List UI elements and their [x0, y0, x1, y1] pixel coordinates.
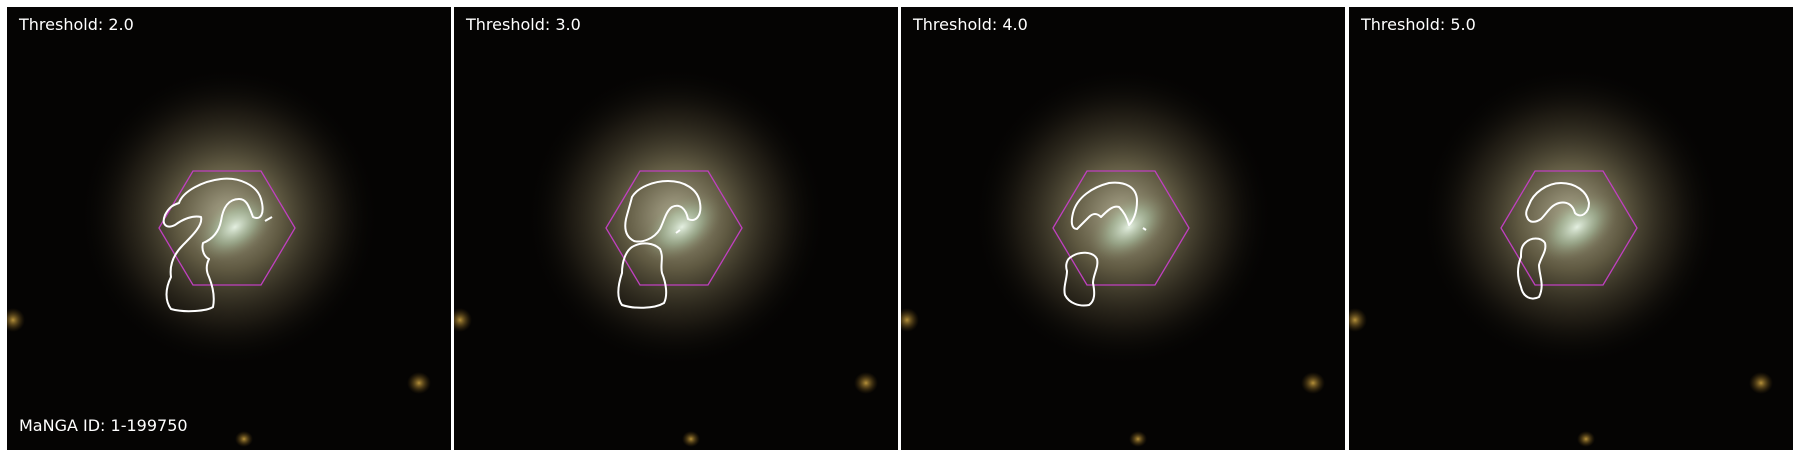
emission-contour: [1517, 237, 1547, 300]
background-star: [1349, 308, 1367, 332]
background-star: [454, 308, 472, 332]
galaxy-image: [1349, 7, 1793, 450]
background-star: [854, 372, 878, 394]
galaxy-image: [454, 7, 898, 450]
galaxy-core: [194, 192, 276, 262]
emission-contour-fragment: [264, 216, 273, 222]
emission-contour: [617, 242, 668, 309]
ifu-hexagon: [1500, 170, 1638, 286]
image-panel-threshold-4: Threshold: 4.0: [901, 7, 1345, 450]
galaxy-image: [7, 7, 451, 450]
ifu-hexagon: [1052, 170, 1190, 286]
background-star: [1749, 372, 1773, 394]
threshold-label: Threshold: 3.0: [466, 15, 581, 34]
emission-contour: [1063, 251, 1099, 307]
emission-contour: [1525, 182, 1590, 223]
background-star: [1129, 431, 1147, 447]
background-star: [407, 372, 431, 394]
emission-contour-fragment: [1142, 227, 1147, 231]
threshold-label: Threshold: 5.0: [1361, 15, 1476, 34]
ifu-hexagon: [158, 170, 296, 286]
ifu-hexagon: [605, 170, 743, 286]
background-star: [682, 431, 700, 447]
galaxy-core: [641, 192, 723, 262]
emission-contour-fragment: [675, 229, 681, 234]
galaxy-core: [1536, 192, 1618, 262]
emission-contour: [162, 177, 264, 313]
background-star: [235, 431, 253, 447]
manga-id-label: MaNGA ID: 1-199750: [19, 416, 188, 435]
image-panel-threshold-5: Threshold: 5.0: [1349, 7, 1793, 450]
galaxy-image: [901, 7, 1345, 450]
background-star: [1301, 372, 1325, 394]
emission-contour: [1070, 181, 1138, 230]
threshold-label: Threshold: 4.0: [913, 15, 1028, 34]
image-panel-threshold-3: Threshold: 3.0: [454, 7, 898, 450]
image-panel-threshold-2: Threshold: 2.0 MaNGA ID: 1-199750: [7, 7, 451, 450]
background-star: [901, 308, 919, 332]
emission-contour: [624, 180, 702, 243]
background-star: [1577, 431, 1595, 447]
threshold-label: Threshold: 2.0: [19, 15, 134, 34]
background-star: [7, 308, 25, 332]
